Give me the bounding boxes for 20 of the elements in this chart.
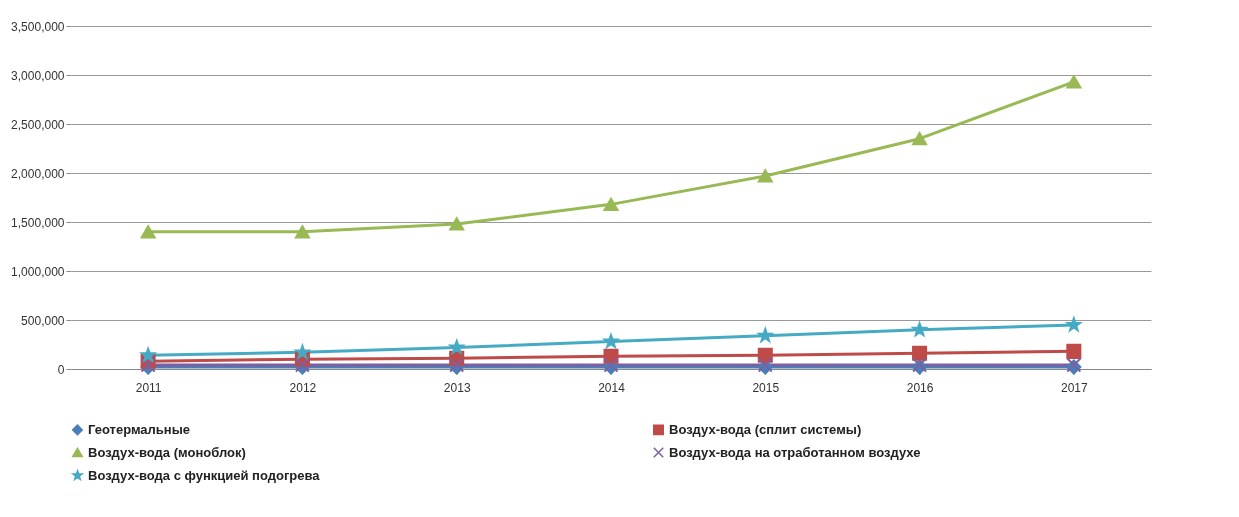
x-tick-label: 2016: [906, 380, 934, 395]
y-tick-label: 1,000,000: [11, 264, 65, 279]
legend-label: Воздух-вода (сплит системы): [669, 421, 862, 437]
x-tick-label: 2015: [752, 380, 780, 395]
legend-label: Геотермальные: [88, 421, 191, 437]
x-tick-label: 2017: [1061, 380, 1089, 395]
y-tick-label: 0: [57, 362, 65, 377]
y-tick-label: 2,500,000: [11, 117, 65, 132]
legend-label: Воздух-вода (моноблок): [88, 444, 246, 460]
y-tick-label: 3,500,000: [11, 19, 65, 34]
y-tick-label: 500,000: [21, 313, 65, 328]
legend-label: Воздух-вода на отработанном воздухе: [669, 444, 921, 460]
x-tick-label: 2013: [443, 380, 471, 395]
y-tick-label: 3,000,000: [11, 68, 65, 83]
legend-label: Воздух-вода с функцией подогрева: [88, 467, 321, 483]
x-tick-label: 2012: [289, 380, 317, 395]
y-tick-label: 1,500,000: [11, 215, 65, 230]
y-tick-label: 2,000,000: [11, 166, 65, 181]
x-tick-label: 2014: [598, 380, 626, 395]
x-tick-label: 2011: [135, 380, 162, 395]
